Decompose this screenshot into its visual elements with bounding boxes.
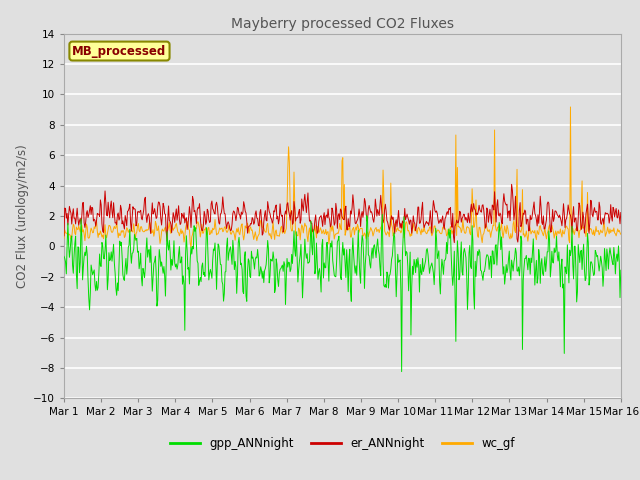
er_ANNnight	[426, 208, 434, 214]
er_ANNnight	[508, 181, 515, 187]
wc_gf	[214, 231, 222, 237]
Line: wc_gf: wc_gf	[64, 107, 621, 247]
gpp_ANNnight	[184, 266, 192, 272]
wc_gf	[184, 221, 192, 227]
gpp_ANNnight	[398, 369, 406, 374]
Line: er_ANNnight: er_ANNnight	[64, 184, 621, 242]
gpp_ANNnight	[378, 212, 386, 217]
wc_gf	[617, 231, 625, 237]
er_ANNnight	[451, 240, 458, 245]
gpp_ANNnight	[428, 260, 436, 266]
gpp_ANNnight	[412, 270, 419, 276]
wc_gf	[428, 229, 435, 235]
Title: Mayberry processed CO2 Fluxes: Mayberry processed CO2 Fluxes	[231, 17, 454, 31]
er_ANNnight	[410, 219, 418, 225]
gpp_ANNnight	[214, 260, 221, 266]
gpp_ANNnight	[70, 253, 78, 259]
Y-axis label: CO2 Flux (urology/m2/s): CO2 Flux (urology/m2/s)	[16, 144, 29, 288]
er_ANNnight	[60, 233, 68, 239]
er_ANNnight	[617, 210, 625, 216]
wc_gf	[70, 223, 78, 228]
er_ANNnight	[214, 204, 221, 209]
er_ANNnight	[127, 228, 135, 234]
wc_gf	[566, 104, 574, 110]
gpp_ANNnight	[60, 253, 68, 259]
wc_gf	[127, 227, 135, 233]
gpp_ANNnight	[127, 260, 135, 266]
wc_gf	[60, 236, 68, 241]
wc_gf	[187, 244, 195, 250]
Line: gpp_ANNnight: gpp_ANNnight	[64, 215, 621, 372]
Legend: gpp_ANNnight, er_ANNnight, wc_gf: gpp_ANNnight, er_ANNnight, wc_gf	[165, 432, 520, 455]
er_ANNnight	[70, 216, 78, 221]
Text: MB_processed: MB_processed	[72, 45, 166, 58]
wc_gf	[411, 228, 419, 234]
gpp_ANNnight	[617, 267, 625, 273]
er_ANNnight	[184, 222, 192, 228]
